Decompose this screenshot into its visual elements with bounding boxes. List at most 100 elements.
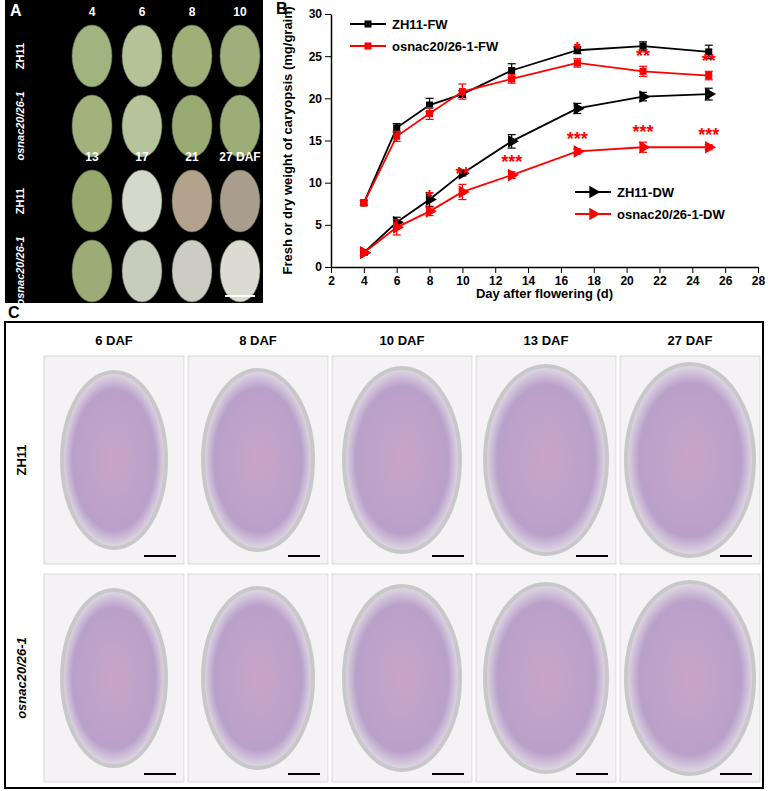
x-tick-label: 2	[328, 274, 335, 288]
data-point	[639, 90, 650, 103]
grain-photo	[122, 95, 162, 157]
row-label: osnac20/26-1	[14, 236, 26, 305]
grain-photo	[172, 170, 212, 232]
error-cap	[508, 63, 516, 64]
legend-label: ZH11-DW	[617, 185, 675, 200]
grain-photo	[172, 240, 212, 302]
significance-label: ***	[633, 122, 654, 142]
error-cap	[705, 45, 713, 46]
panel-frame	[5, 322, 763, 788]
section-image	[62, 590, 166, 766]
x-tick-label: 24	[686, 274, 700, 288]
row-label: osnac20/26-1	[14, 91, 26, 160]
grain-photo	[220, 170, 260, 232]
figure: A46810ZH11osnac20/26-113172127 DAFZH11os…	[0, 0, 768, 791]
grain-photo	[220, 240, 260, 302]
error-bar	[573, 59, 581, 67]
micrograph-cell	[620, 574, 760, 782]
error-cap	[458, 199, 466, 200]
data-point	[705, 88, 716, 101]
column-label: 27 DAF	[219, 150, 260, 164]
x-tick: 18	[588, 267, 602, 288]
error-cap	[508, 83, 516, 84]
data-point	[360, 199, 367, 206]
x-tick-mark	[462, 267, 463, 273]
micrograph-cell	[332, 356, 472, 564]
row-label: ZH11	[14, 444, 29, 475]
error-cap	[393, 131, 401, 132]
significance-label: **	[702, 51, 716, 71]
data-point	[459, 88, 466, 95]
scale-bar	[432, 773, 464, 775]
x-tick: 22	[653, 267, 667, 288]
x-axis-title: Day after flowering (d)	[476, 286, 613, 301]
y-tick: 20	[309, 92, 331, 106]
y-tick-label: 5	[315, 218, 322, 232]
legend-marker	[364, 42, 371, 49]
series-line	[364, 94, 709, 253]
y-tick: 30	[309, 7, 331, 21]
grain-photo	[72, 240, 112, 302]
micrograph-cell	[188, 574, 328, 782]
panel-b: B246810121416182022242628051015202530Day…	[276, 0, 765, 301]
y-tick: 25	[309, 50, 331, 64]
micrograph-cell	[332, 574, 472, 782]
y-tick-mark	[325, 267, 331, 268]
data-point	[360, 246, 371, 259]
section-image	[203, 370, 313, 550]
scale-bar	[288, 773, 320, 775]
x-tick: 20	[620, 267, 634, 288]
y-tick-label: 20	[309, 92, 323, 106]
x-tick: 12	[489, 267, 503, 288]
legend-label: osnac20/26-1-FW	[392, 39, 499, 54]
grain-photo	[122, 240, 162, 302]
x-tick-mark	[495, 267, 496, 273]
scale-bar	[576, 555, 608, 557]
error-cap	[705, 79, 713, 80]
legend-entry: ZH11-DW	[575, 185, 675, 200]
x-tick-label: 8	[427, 274, 434, 288]
significance-label: ***	[567, 129, 588, 149]
y-tick: 15	[309, 134, 331, 148]
error-cap	[393, 123, 401, 124]
significance-label: **	[636, 46, 650, 66]
significance-label: *	[574, 39, 581, 59]
row-label: osnac20/26-1	[14, 637, 29, 719]
series-line	[364, 46, 709, 203]
scale-bar	[432, 555, 464, 557]
significance-label: ***	[501, 152, 522, 172]
error-cap	[458, 99, 466, 100]
x-axis: 246810121416182022242628	[328, 267, 765, 288]
y-axis: 051015202530	[309, 7, 332, 274]
error-bar	[639, 66, 647, 76]
x-axis-line	[332, 267, 759, 269]
row-label: ZH11	[14, 188, 26, 214]
column-label: 27 DAF	[668, 333, 713, 348]
scale-bar	[225, 295, 255, 297]
error-cap	[426, 119, 434, 120]
x-tick-mark	[594, 267, 595, 273]
scale-bar	[288, 555, 320, 557]
section-image	[344, 368, 460, 552]
micrograph-cell	[620, 356, 760, 564]
column-label: 4	[89, 5, 96, 19]
grain-photo	[172, 95, 212, 157]
grain-photo	[72, 170, 112, 232]
y-tick-label: 25	[309, 50, 323, 64]
error-bar	[393, 124, 401, 132]
y-tick-label: 30	[309, 7, 323, 21]
grain-photo	[220, 25, 260, 87]
x-tick: 10	[456, 267, 470, 288]
section-image	[344, 586, 460, 770]
section-image	[485, 366, 607, 554]
micrograph-cell	[188, 356, 328, 564]
x-tick: 8	[427, 267, 434, 288]
scale-bar	[576, 773, 608, 775]
data-point	[393, 133, 400, 140]
section-image	[203, 588, 313, 768]
x-tick-mark	[528, 267, 529, 273]
scale-bar	[720, 773, 752, 775]
micrograph-cell	[476, 356, 616, 564]
data-point	[426, 110, 433, 117]
column-label: 13 DAF	[524, 333, 569, 348]
